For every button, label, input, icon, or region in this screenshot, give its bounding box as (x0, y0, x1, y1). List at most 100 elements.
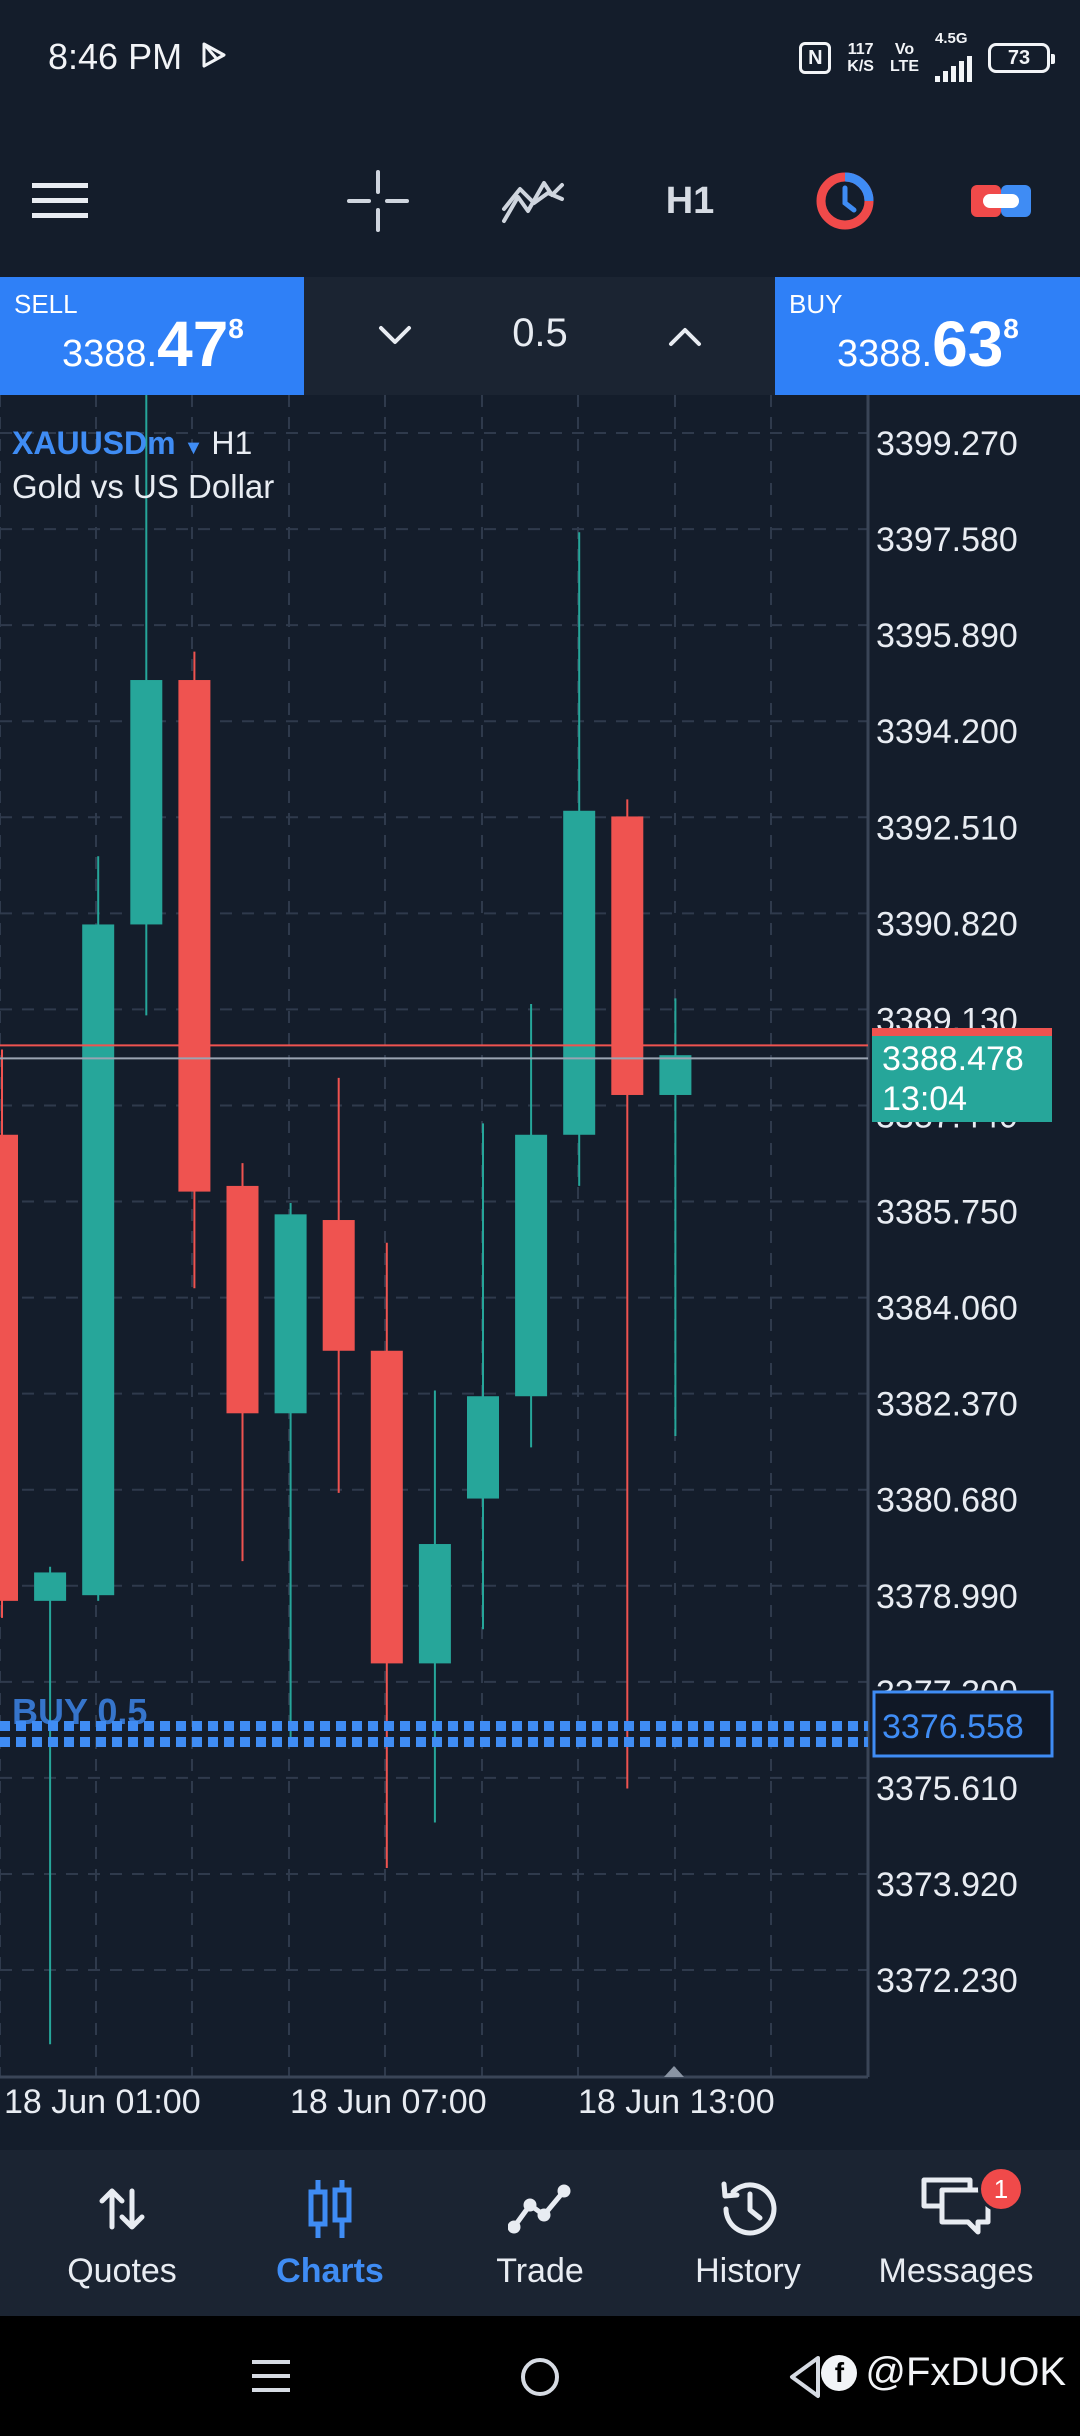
y-tick-label: 3382.370 (876, 1386, 1018, 1424)
symbol-timeframe: H1 (211, 425, 253, 461)
one-click-trading-icon[interactable] (810, 166, 880, 236)
candle-body (226, 1185, 259, 1414)
nav-trade-label: Trade (496, 2252, 584, 2290)
x-tick-label: 18 Jun 13:00 (578, 2083, 775, 2121)
y-tick-label: 3390.820 (876, 905, 1018, 943)
candle-body (274, 1214, 307, 1414)
candle-body (659, 1055, 692, 1095)
quotes-arrows-icon (22, 2174, 222, 2244)
candle-body (322, 1220, 355, 1351)
status-icons: N 117 K/S Vo LTE 4.5G 73 (799, 30, 1055, 82)
facebook-icon: f (821, 2354, 858, 2391)
nav-quotes[interactable]: Quotes (22, 2174, 222, 2304)
price-chart[interactable]: 3399.270 3397.580 3395.890 3394.200 3392.510… (0, 378, 1080, 2150)
symbol-header[interactable]: XAUUSDm ▼ H1 (12, 425, 252, 462)
nav-trade[interactable]: Trade (440, 2174, 640, 2304)
nav-quotes-label: Quotes (67, 2252, 177, 2290)
play-store-icon (198, 40, 228, 75)
back-icon[interactable] (786, 2354, 822, 2405)
watermark: f @FxDUOK (821, 2350, 1066, 2395)
net-speed: 117 K/S (847, 41, 874, 75)
x-tick-label: 18 Jun 07:00 (290, 2083, 487, 2121)
signal-icon: 4.5G (935, 30, 972, 82)
net-speed-value: 117 (847, 41, 874, 58)
position-price-box (872, 1690, 1054, 1758)
bottom-navigation: Quotes Charts Trade History Messages 1 (0, 2150, 1080, 2316)
trade-toggle-icon[interactable] (968, 166, 1034, 236)
candle-body (563, 810, 596, 1135)
bid-price-label: 3388.478 (882, 1040, 1024, 1078)
position-label: BUY 0.5 (12, 1691, 147, 1732)
lot-increase-button[interactable] (650, 301, 720, 371)
nav-history-label: History (695, 2252, 801, 2290)
nav-messages-label: Messages (878, 2252, 1034, 2290)
nav-messages[interactable]: Messages 1 (856, 2166, 1056, 2304)
chart-canvas[interactable]: 3399.270 3397.580 3395.890 3394.200 3392.510… (0, 378, 1080, 2150)
volte-top: Vo (894, 41, 915, 58)
lot-size-input[interactable]: 0.5 (512, 311, 568, 355)
home-icon[interactable] (517, 2354, 563, 2405)
buy-button[interactable]: BUY 3388.638 (775, 277, 1080, 395)
watermark-text: @FxDUOK (865, 2350, 1066, 2394)
menu-icon[interactable] (30, 166, 90, 236)
recent-apps-icon[interactable] (250, 2356, 292, 2401)
network-type: 4.5G (935, 30, 968, 47)
candle-body (34, 1572, 67, 1601)
volte-indicator: Vo LTE (890, 41, 919, 75)
y-tick-label: 3399.270 (876, 425, 1018, 463)
x-tick-label: 18 Jun 01:00 (4, 2083, 201, 2121)
messages-icon (856, 2174, 1056, 2244)
messages-badge: 1 (978, 2166, 1024, 2212)
buy-price-sup: 8 (1003, 313, 1019, 344)
nav-history[interactable]: History (648, 2174, 848, 2304)
timeframe-label: H1 (665, 179, 715, 222)
battery-level: 73 (1007, 46, 1031, 69)
y-tick-label: 3392.510 (876, 809, 1018, 847)
trade-line-icon (440, 2174, 640, 2244)
one-click-trade-panel: SELL 3388.478 0.5 BUY 3388.638 (0, 277, 1080, 397)
nav-charts[interactable]: Charts (230, 2174, 430, 2304)
status-bar: 8:46 PM N 117 K/S Vo LTE 4.5G 73 (0, 0, 1080, 120)
y-tick-label: 3397.580 (876, 521, 1018, 559)
status-time: 8:46 PM (48, 36, 183, 77)
lot-decrease-button[interactable] (360, 301, 430, 371)
crosshair-icon[interactable] (345, 166, 411, 236)
buy-price: 3388.638 (837, 307, 1019, 381)
timeframe-button[interactable]: H1 (650, 166, 730, 236)
candle-body (515, 1134, 548, 1397)
chart-toolbar: H1 (0, 120, 1080, 280)
net-speed-unit: K/S (847, 58, 874, 75)
candle-body (0, 1134, 18, 1601)
buy-price-big: 63 (932, 308, 1004, 380)
bid-price-box (872, 1036, 1052, 1122)
sell-price-big: 47 (157, 308, 229, 380)
nfc-icon: N (799, 42, 832, 74)
symbol-dropdown-icon[interactable]: ▼ (183, 437, 204, 459)
y-tick-label: 3384.060 (876, 1290, 1018, 1328)
y-tick-label: 3373.920 (876, 1866, 1018, 1904)
indicators-icon[interactable] (498, 166, 568, 236)
buy-label: BUY (789, 289, 843, 319)
y-tick-label: 3395.890 (876, 617, 1018, 655)
nav-charts-label: Charts (276, 2252, 384, 2290)
candle-body (178, 680, 211, 1192)
symbol-description: Gold vs US Dollar (12, 468, 275, 505)
sell-label: SELL (14, 289, 78, 319)
candle-body (130, 680, 163, 925)
sell-price-sup: 8 (228, 313, 244, 344)
candle-body (418, 1544, 451, 1664)
y-tick-label: 3372.230 (876, 1962, 1018, 2000)
history-clock-icon (648, 2174, 848, 2244)
y-tick-label: 3380.680 (876, 1482, 1018, 1520)
system-navigation-bar: f @FxDUOK (0, 2316, 1080, 2436)
candle-body (370, 1350, 403, 1664)
sell-button[interactable]: SELL 3388.478 (0, 277, 304, 395)
y-tick-label: 3394.200 (876, 713, 1018, 751)
charts-candles-icon (230, 2174, 430, 2244)
y-tick-label: 3375.610 (876, 1770, 1018, 1808)
bar-timer-label: 13:04 (882, 1080, 967, 1118)
candle-body (82, 924, 115, 1596)
candle-body (611, 816, 644, 1095)
sell-price: 3388.478 (62, 307, 244, 381)
symbol-name[interactable]: XAUUSDm (12, 425, 176, 461)
